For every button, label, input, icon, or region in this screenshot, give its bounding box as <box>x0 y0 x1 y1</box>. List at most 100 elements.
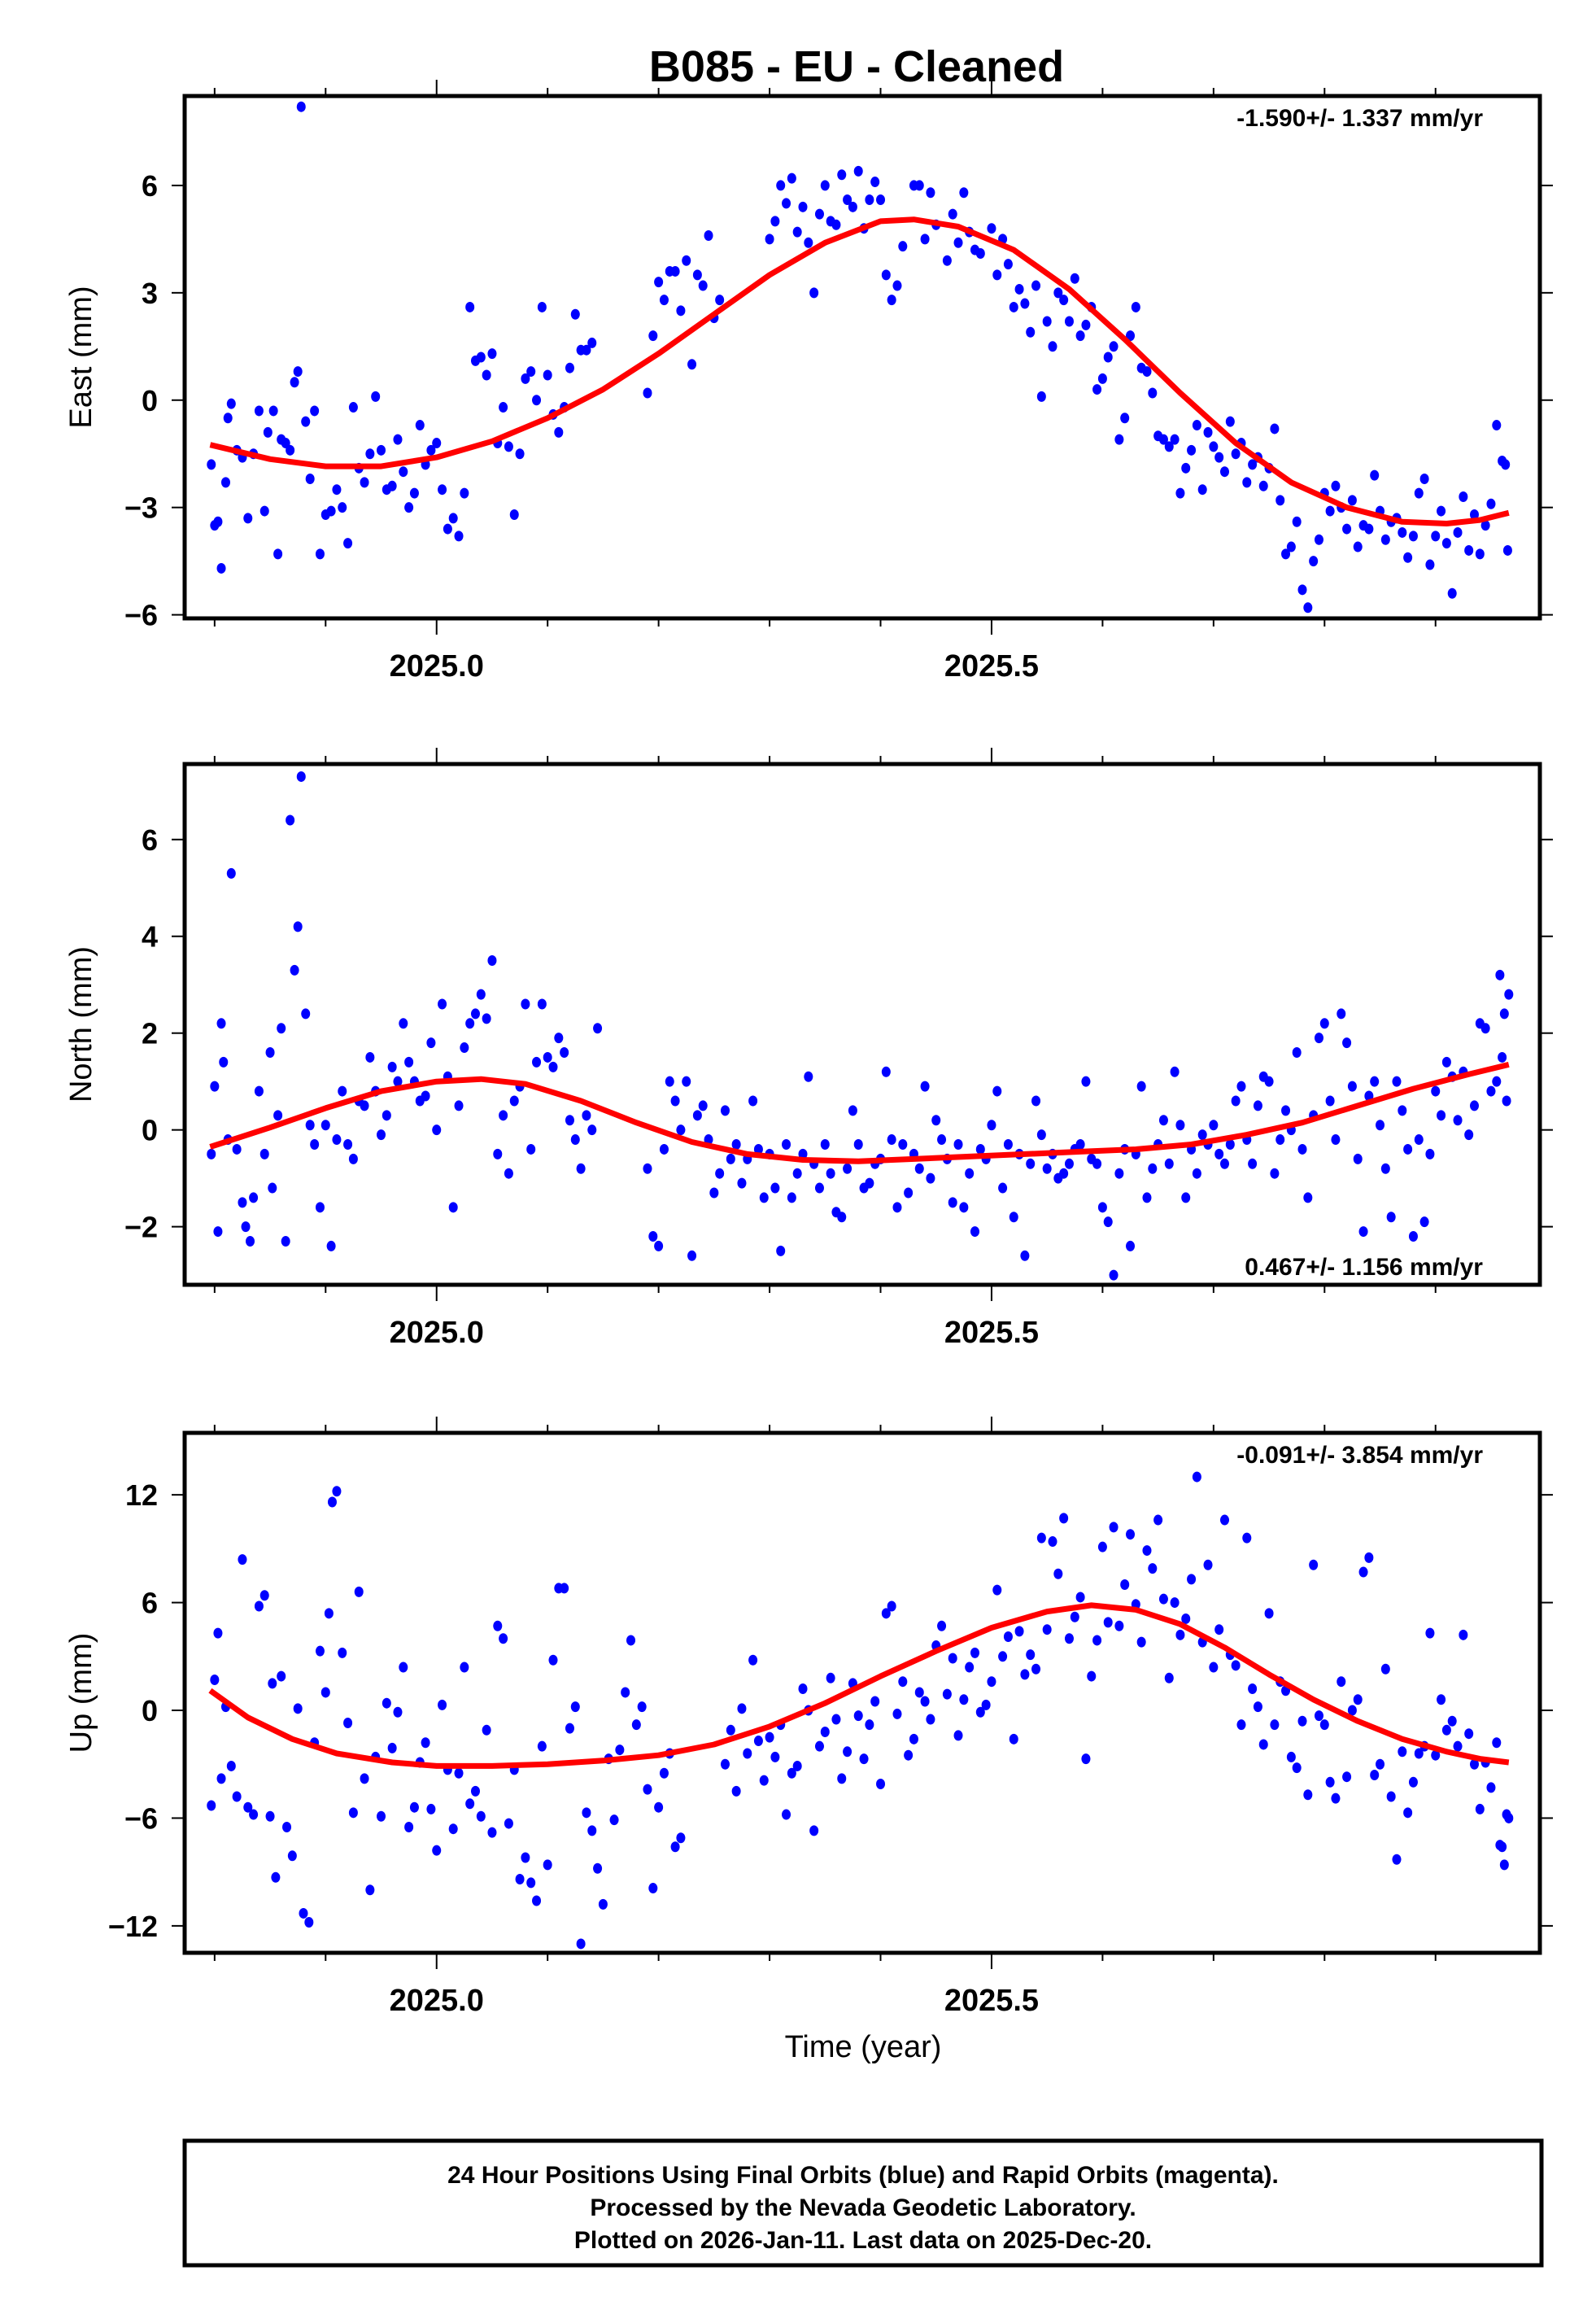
data-point <box>360 1100 369 1111</box>
data-point <box>876 194 886 206</box>
data-point <box>1386 1791 1396 1802</box>
data-point <box>1504 1812 1514 1823</box>
data-point <box>213 1226 223 1238</box>
data-point <box>881 269 891 281</box>
data-point <box>1364 1552 1374 1563</box>
data-point <box>731 1785 741 1797</box>
data-point <box>1092 1158 1102 1169</box>
data-point <box>354 1586 364 1597</box>
data-point <box>532 395 542 406</box>
data-point <box>848 1105 857 1116</box>
data-point <box>676 1124 686 1136</box>
east-panel: 2025.0 2025.5 −6 −3 0 3 6 East (mm) -1.590+/- 1.… <box>64 80 1553 683</box>
data-point <box>1214 1624 1224 1635</box>
data-point <box>1292 1762 1302 1774</box>
plot-frame <box>182 94 1542 621</box>
data-point <box>387 480 397 491</box>
data-point <box>809 1825 819 1836</box>
data-point <box>1414 1134 1424 1146</box>
data-point <box>438 1699 447 1710</box>
data-point <box>970 1647 979 1658</box>
data-point <box>1425 559 1435 570</box>
data-point <box>1059 1168 1069 1179</box>
data-point <box>1081 1753 1091 1765</box>
data-point <box>482 1013 491 1024</box>
data-point <box>570 1701 580 1713</box>
data-point <box>543 1051 552 1063</box>
data-point <box>296 101 306 112</box>
data-point <box>1504 989 1514 1000</box>
data-point <box>1097 1202 1107 1213</box>
y-axis-label: North (mm) <box>64 946 98 1103</box>
data-point <box>1009 1212 1018 1223</box>
data-point <box>277 1023 286 1034</box>
data-point <box>659 1143 669 1155</box>
data-point <box>1114 1620 1124 1631</box>
data-point <box>826 1168 835 1179</box>
data-point <box>1319 1719 1329 1731</box>
data-point <box>448 1202 458 1213</box>
data-point <box>959 1202 969 1213</box>
data-point <box>460 1662 469 1673</box>
data-point <box>1126 1529 1136 1540</box>
data-point <box>1370 469 1380 481</box>
data-point <box>881 1066 891 1077</box>
data-point <box>1331 480 1341 491</box>
rate-annotation: -0.091+/- 3.854 mm/yr <box>1236 1442 1483 1469</box>
data-point <box>1314 534 1323 545</box>
data-point <box>409 1801 419 1813</box>
data-point <box>1192 1168 1201 1179</box>
data-point <box>226 1760 236 1771</box>
data-point <box>243 513 253 524</box>
data-point <box>371 391 381 402</box>
data-point <box>296 771 306 782</box>
data-point <box>682 1076 691 1087</box>
data-point <box>393 434 403 445</box>
data-point <box>920 234 930 245</box>
data-point <box>1197 484 1207 496</box>
data-point <box>404 1056 414 1068</box>
data-point <box>648 1231 658 1242</box>
y-tick-label: −12 <box>108 1910 158 1943</box>
data-point <box>1498 1841 1507 1853</box>
data-point <box>305 1120 315 1131</box>
data-point <box>643 1784 652 1795</box>
data-point <box>243 1801 253 1813</box>
data-point <box>1064 1633 1074 1644</box>
y-tick-label: 12 <box>125 1478 158 1512</box>
data-point <box>1475 548 1485 560</box>
data-point <box>443 523 452 535</box>
data-point <box>387 1742 397 1753</box>
data-point <box>290 377 299 388</box>
data-point <box>1253 1100 1262 1111</box>
data-point <box>1070 273 1079 284</box>
data-point <box>942 255 952 266</box>
data-point <box>787 1767 796 1779</box>
data-point <box>321 1687 330 1698</box>
data-point <box>892 1202 902 1213</box>
data-point <box>998 1182 1008 1194</box>
data-point <box>692 1110 702 1121</box>
data-point <box>487 348 497 360</box>
data-point <box>526 1877 536 1889</box>
x-axis-label: Time (year) <box>785 2030 942 2064</box>
data-point <box>1398 1105 1407 1116</box>
data-point <box>904 1749 914 1761</box>
data-point <box>470 1008 480 1020</box>
data-point <box>1437 1694 1446 1705</box>
data-point <box>327 1496 337 1508</box>
data-point <box>937 1134 947 1146</box>
data-point <box>487 1827 497 1838</box>
data-point <box>432 438 442 449</box>
data-point <box>654 277 664 288</box>
data-point <box>1325 1095 1335 1107</box>
data-point <box>1026 326 1036 338</box>
data-point <box>826 1672 835 1683</box>
data-point <box>348 1807 358 1819</box>
data-point <box>1392 1854 1402 1865</box>
data-point <box>1347 1081 1357 1092</box>
data-point <box>438 998 447 1010</box>
data-point <box>1120 1579 1130 1591</box>
data-point <box>998 1651 1008 1662</box>
data-point <box>1126 330 1136 342</box>
